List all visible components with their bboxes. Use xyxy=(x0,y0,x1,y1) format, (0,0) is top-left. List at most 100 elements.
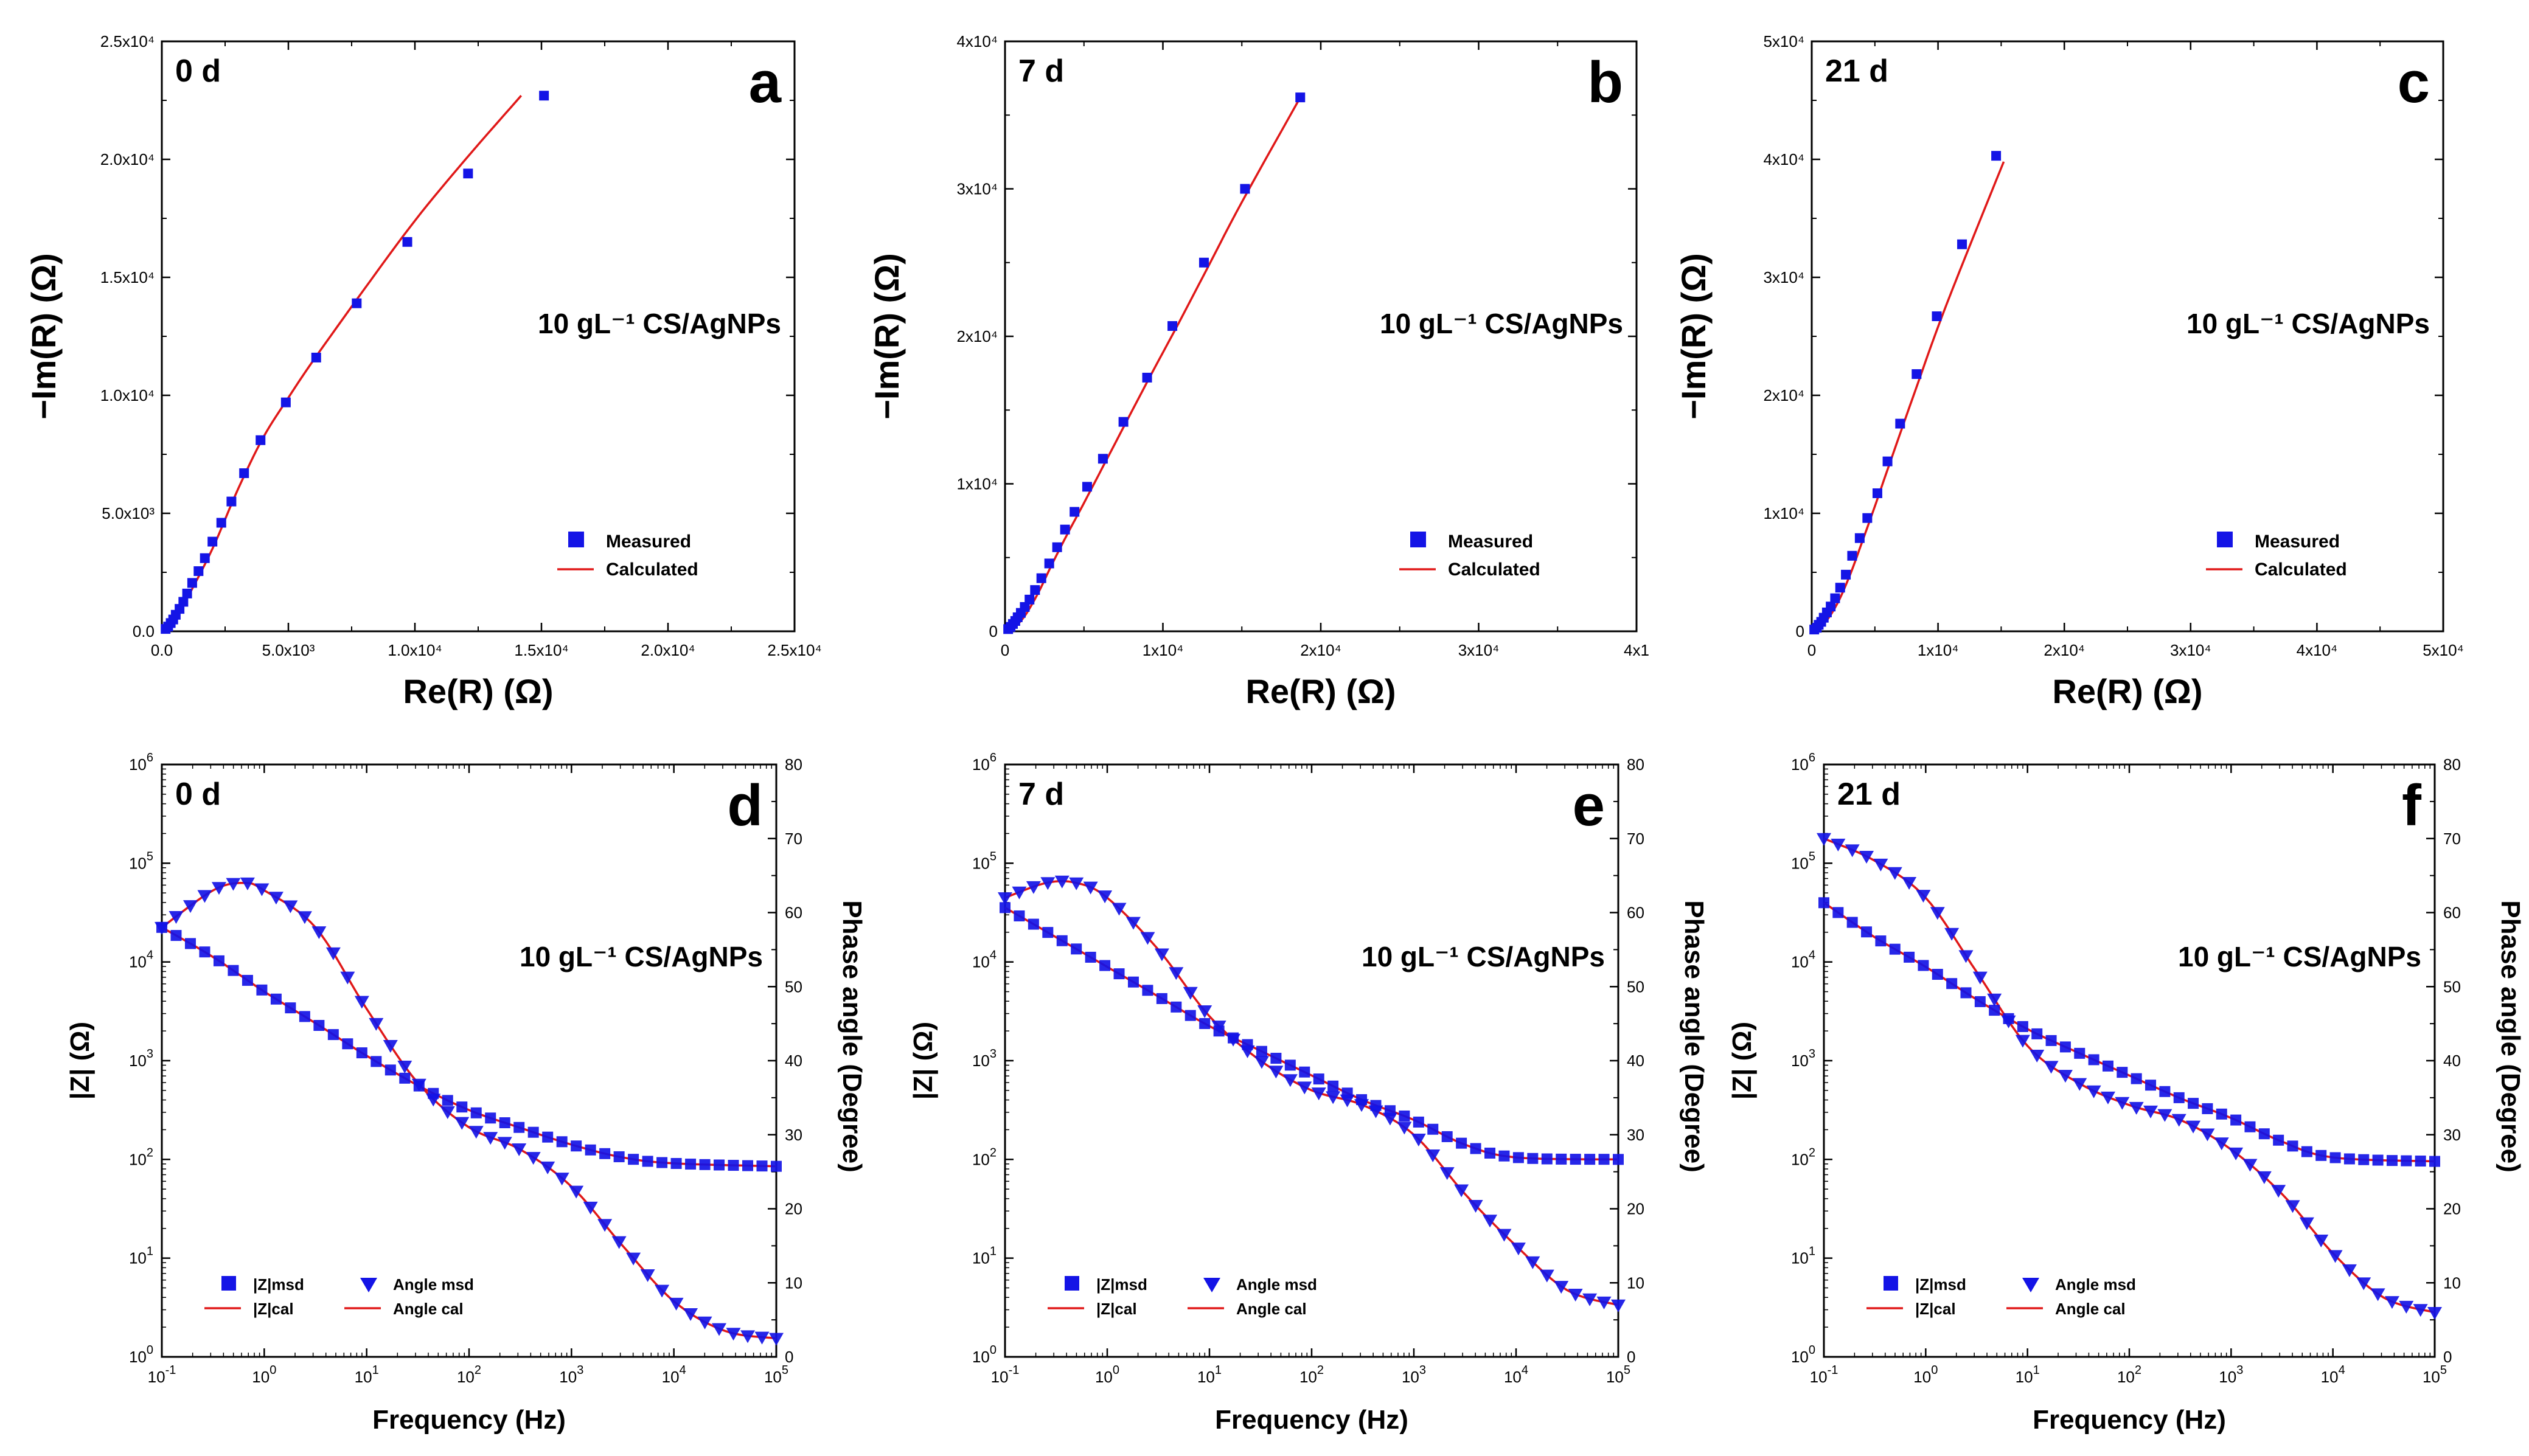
y2-tick-label: 20 xyxy=(2443,1200,2461,1218)
z-measured-point xyxy=(1071,943,1082,955)
angle-measured-point xyxy=(1930,907,1945,920)
angle-measured-point xyxy=(2314,1235,2329,1248)
angle-measured-point xyxy=(254,883,270,896)
legend-angle-cal-label: Angle cal xyxy=(1236,1300,1307,1318)
z-measured-point xyxy=(1313,1073,1324,1085)
x-tick-label: 103 xyxy=(1402,1364,1426,1386)
z-measured-point xyxy=(699,1159,711,1170)
z-measured-point xyxy=(2017,1021,2028,1032)
legend-z-cal-label: |Z|cal xyxy=(1915,1300,1956,1318)
z-measured-point xyxy=(1598,1154,1610,1165)
angle-measured-point xyxy=(1268,1066,1284,1079)
legend-angle-msd-marker xyxy=(2022,1278,2039,1292)
x-tick-label: 102 xyxy=(2117,1364,2141,1386)
angle-measured-point xyxy=(1582,1293,1598,1306)
panel-letter: f xyxy=(2402,773,2422,838)
x-tick-label: 100 xyxy=(252,1364,276,1386)
z-measured-point xyxy=(356,1047,367,1059)
measured-point xyxy=(1030,585,1040,595)
sample-annotation: 10 gL⁻¹ CS/AgNPs xyxy=(1380,308,1623,339)
angle-measured-point xyxy=(1483,1215,1498,1228)
angle-measured-point xyxy=(2200,1128,2215,1142)
y-tick-label: 4x10⁴ xyxy=(1763,150,1804,168)
x-tick-label: 2x10⁴ xyxy=(1300,641,1341,659)
z-measured-point xyxy=(184,938,196,949)
angle-measured-point xyxy=(297,911,312,924)
z-measured-point xyxy=(556,1136,568,1148)
z-measured-point xyxy=(628,1154,639,1165)
y-tick-label: 1.5x10⁴ xyxy=(100,268,155,286)
measured-point xyxy=(1830,593,1840,603)
y2-tick-label: 0 xyxy=(1627,1348,1635,1366)
angle-measured-point xyxy=(1240,1045,1255,1058)
sample-annotation: 10 gL⁻¹ CS/AgNPs xyxy=(2178,941,2421,972)
x-tick-label: 3x10⁴ xyxy=(1458,641,1500,659)
z-measured-point xyxy=(2301,1146,2312,1157)
z-measured-point xyxy=(1127,976,1139,988)
x-axis-title: Re(R) (Ω) xyxy=(403,672,553,710)
measured-point xyxy=(1052,542,1062,552)
z-measured-point xyxy=(1989,1005,2000,1016)
z-measured-point xyxy=(370,1056,382,1067)
z-measured-point xyxy=(1113,968,1125,980)
z-measured-point xyxy=(1527,1153,1539,1164)
angle-measured-point xyxy=(2030,1050,2045,1063)
angle-measured-point xyxy=(2015,1035,2030,1048)
y2-tick-label: 60 xyxy=(785,904,802,922)
x-tick-label: 10-1 xyxy=(1810,1364,1838,1386)
z-measured-point xyxy=(399,1072,411,1084)
angle-measured-point xyxy=(155,921,169,935)
y-tick-label: 102 xyxy=(1791,1146,1815,1168)
z-measured-point xyxy=(1832,907,1844,918)
day-label: 21 d xyxy=(1825,54,1888,89)
measured-point xyxy=(1082,482,1092,492)
z-measured-point xyxy=(228,965,239,976)
measured-point xyxy=(1826,601,1836,612)
y-tick-label: 100 xyxy=(972,1343,997,1366)
x-tick-label: 104 xyxy=(2321,1364,2345,1386)
measured-point xyxy=(1020,601,1030,612)
angle-measured-point xyxy=(497,1137,512,1150)
z-measured-point xyxy=(2415,1156,2426,1167)
y-tick-label: 103 xyxy=(972,1047,997,1070)
panel-letter: e xyxy=(1573,773,1605,838)
angle-measured-point xyxy=(1887,867,1902,880)
x-tick-label: 100 xyxy=(1913,1364,1938,1386)
y2-tick-label: 30 xyxy=(785,1126,802,1144)
x-tick-label: 5.0x10³ xyxy=(262,641,315,659)
nyquist-panel-a: 0.0 5.0x10³ 1.0x10⁴ 1.5x10⁴ 2.0x10⁴ 2.5x10⁴ 0.… xyxy=(24,32,822,710)
y2-tick-label: 70 xyxy=(1627,830,1644,848)
z-measured-point xyxy=(199,946,210,958)
x-tick-label: 101 xyxy=(1197,1364,1222,1386)
angle-measured-point xyxy=(1012,886,1027,900)
panel-letter: c xyxy=(2398,50,2430,115)
angle-measured-point xyxy=(1411,1134,1426,1147)
x-tick-label: 0 xyxy=(1807,641,1816,659)
angle-measured-point xyxy=(1340,1094,1355,1108)
z-measured-point xyxy=(1085,951,1096,963)
x-tick-label: 0.0 xyxy=(151,641,173,659)
z-measured-point xyxy=(2358,1154,2370,1165)
z-measured-point xyxy=(2102,1060,2113,1072)
z-measured-point xyxy=(742,1160,754,1171)
y-tick-label: 105 xyxy=(1791,850,1815,872)
angle-measured-point xyxy=(2299,1217,2314,1230)
x-tick-label: 5x10⁴ xyxy=(2423,641,2464,659)
angle-measured-point xyxy=(655,1284,670,1298)
z-measured-point xyxy=(170,930,182,941)
angle-measured-point xyxy=(626,1252,641,1266)
legend-z-cal-label: |Z|cal xyxy=(1096,1300,1137,1318)
measured-point xyxy=(1991,151,2002,161)
legend-angle-cal-label: Angle cal xyxy=(2055,1300,2126,1318)
z-measured-point xyxy=(1028,918,1039,930)
angle-measured-point xyxy=(2370,1288,2385,1302)
z-measured-point xyxy=(2401,1155,2412,1167)
y-tick-label: 102 xyxy=(129,1146,153,1168)
z-measured-point xyxy=(456,1101,468,1113)
legend-z-msd-marker xyxy=(1065,1276,1079,1291)
angle-measured-point xyxy=(2228,1147,2244,1160)
angle-measured-point xyxy=(1169,967,1184,980)
y-axis-title: −Im(R) (Ω) xyxy=(24,253,63,420)
x-tick-label: 103 xyxy=(2219,1364,2243,1386)
